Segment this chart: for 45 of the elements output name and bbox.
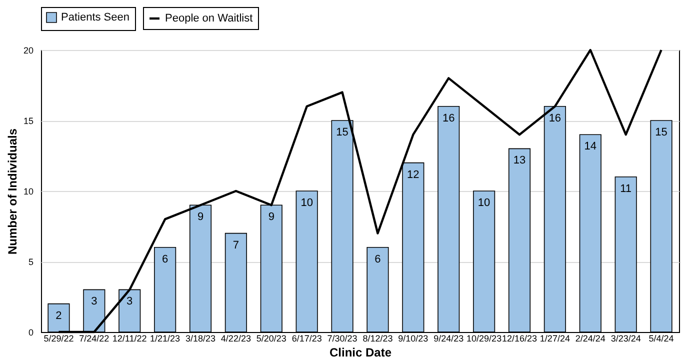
data-label: 13 <box>513 154 526 167</box>
x-tick-label: 2/24/24 <box>575 334 606 344</box>
x-tick-label: 9/10/23 <box>398 334 428 344</box>
data-label: 15 <box>336 126 348 138</box>
y-tick-label: 20 <box>23 46 34 56</box>
y-tick-label: 5 <box>28 257 34 267</box>
x-tick-label: 9/24/23 <box>434 334 464 344</box>
x-tick-label: 7/24/22 <box>79 334 110 344</box>
legend-label: Patients Seen <box>61 12 130 24</box>
data-label: 9 <box>197 211 204 224</box>
y-tick-label: 15 <box>23 116 34 126</box>
data-label: 10 <box>300 197 313 209</box>
data-label: 6 <box>162 253 168 266</box>
y-axis-title: Number of Individuals <box>5 128 20 255</box>
x-tick-label: 1/27/24 <box>540 334 570 344</box>
legend-label: People on Waitlist <box>165 12 253 24</box>
data-label: 7 <box>232 239 240 252</box>
data-label: 3 <box>91 296 98 308</box>
data-label: 10 <box>478 197 490 209</box>
data-label: 11 <box>620 182 632 195</box>
x-tick-label: 5/4/24 <box>648 334 674 344</box>
x-tick-label: 12/16/23 <box>502 334 538 344</box>
x-tick-label: 12/11/22 <box>112 334 147 344</box>
y-tick-label: 10 <box>23 186 34 196</box>
data-label: 15 <box>655 126 668 138</box>
y-tick-label: 0 <box>28 328 34 338</box>
x-tick-label: 3/18/23 <box>185 334 216 344</box>
x-tick-label: 5/29/22 <box>44 334 74 344</box>
x-axis-title: Clinic Date <box>329 346 392 360</box>
x-tick-label: 1/21/23 <box>150 334 180 344</box>
x-tick-label: 7/30/23 <box>327 334 358 344</box>
data-label: 2 <box>56 310 62 322</box>
x-tick-label: 8/12/23 <box>362 334 393 344</box>
data-label: 3 <box>126 296 133 308</box>
x-tick-label: 4/22/23 <box>220 334 251 344</box>
data-label: 12 <box>407 168 420 181</box>
data-label: 16 <box>442 112 455 124</box>
data-label: 6 <box>374 253 381 266</box>
data-label: 9 <box>268 211 274 224</box>
data-label: 16 <box>548 112 562 124</box>
x-tick-label: 6/17/23 <box>292 334 322 344</box>
x-tick-label: 10/29/23 <box>466 334 502 344</box>
data-label: 14 <box>584 140 597 153</box>
x-tick-label: 3/23/24 <box>610 334 641 344</box>
x-tick-label: 5/20/23 <box>256 334 286 344</box>
